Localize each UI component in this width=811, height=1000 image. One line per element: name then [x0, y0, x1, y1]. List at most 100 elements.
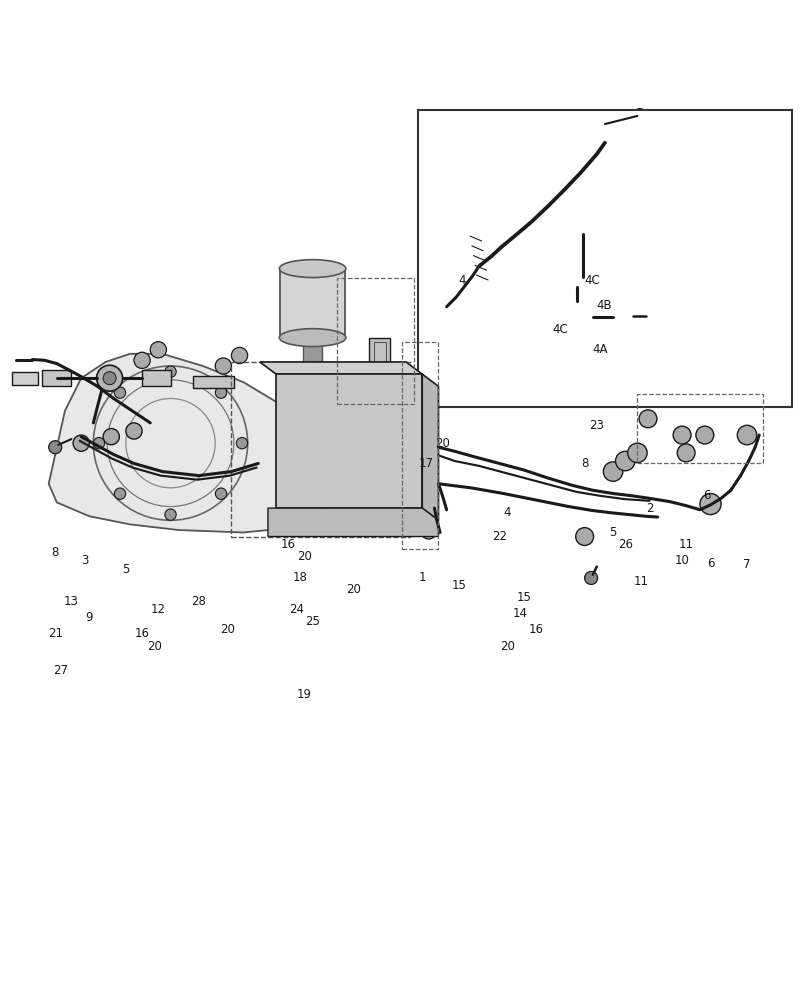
Circle shape: [603, 462, 622, 481]
Ellipse shape: [467, 218, 485, 225]
Text: 14: 14: [512, 607, 526, 620]
Bar: [303, 334, 322, 366]
Text: 16: 16: [528, 623, 543, 636]
Circle shape: [126, 423, 142, 439]
Circle shape: [736, 425, 756, 445]
Bar: [280, 269, 345, 338]
Text: 4C: 4C: [551, 323, 567, 336]
Circle shape: [452, 380, 465, 393]
Ellipse shape: [576, 225, 592, 231]
Text: 20: 20: [147, 640, 161, 653]
Text: 10: 10: [674, 554, 689, 567]
Polygon shape: [260, 362, 422, 374]
Bar: [307, 429, 323, 443]
Bar: [42, 370, 71, 386]
Bar: [193, 376, 234, 388]
Text: 4B: 4B: [596, 299, 611, 312]
Ellipse shape: [279, 260, 345, 278]
Ellipse shape: [279, 329, 345, 347]
Bar: [369, 338, 389, 382]
Text: 16: 16: [135, 627, 149, 640]
Bar: [418, 110, 791, 407]
Circle shape: [496, 384, 509, 397]
Circle shape: [633, 109, 645, 120]
Text: 6: 6: [702, 489, 710, 502]
Text: 20: 20: [220, 623, 234, 636]
Ellipse shape: [467, 204, 485, 212]
Polygon shape: [276, 374, 422, 508]
Text: 1: 1: [418, 571, 426, 584]
Circle shape: [672, 426, 690, 444]
Bar: [12, 372, 38, 385]
Circle shape: [575, 528, 593, 545]
Circle shape: [215, 387, 226, 398]
Bar: [142, 370, 170, 386]
Text: 4: 4: [503, 506, 511, 519]
Circle shape: [236, 437, 247, 449]
Text: 5: 5: [122, 563, 130, 576]
Circle shape: [93, 437, 105, 449]
Circle shape: [695, 426, 713, 444]
Text: 28: 28: [191, 595, 206, 608]
Circle shape: [699, 494, 720, 515]
Circle shape: [627, 443, 646, 463]
Text: 11: 11: [633, 575, 648, 588]
Text: 15: 15: [516, 591, 530, 604]
Circle shape: [466, 179, 483, 196]
Bar: [231, 362, 410, 537]
Text: 11: 11: [678, 538, 693, 551]
Text: 27: 27: [54, 664, 68, 677]
Bar: [337, 278, 414, 404]
Circle shape: [215, 488, 226, 499]
Text: 3: 3: [81, 554, 89, 567]
Text: 7: 7: [742, 558, 750, 571]
Text: 18: 18: [293, 571, 307, 584]
Ellipse shape: [576, 213, 592, 219]
Text: 24: 24: [289, 603, 303, 616]
Circle shape: [447, 375, 470, 398]
Text: 19: 19: [297, 688, 311, 701]
Circle shape: [114, 387, 126, 398]
Ellipse shape: [615, 312, 631, 320]
Text: 12: 12: [151, 603, 165, 616]
Bar: [564, 116, 604, 145]
Ellipse shape: [295, 433, 313, 441]
Text: 21: 21: [48, 627, 62, 640]
Text: 26: 26: [617, 538, 632, 551]
Circle shape: [676, 444, 694, 462]
Text: 8: 8: [580, 457, 588, 470]
Circle shape: [134, 352, 150, 368]
Circle shape: [73, 435, 89, 451]
Circle shape: [420, 523, 436, 539]
Text: 13: 13: [64, 595, 79, 608]
Text: 2: 2: [645, 502, 653, 515]
Circle shape: [103, 429, 119, 445]
Circle shape: [584, 571, 597, 584]
Text: 4A: 4A: [592, 343, 607, 356]
Circle shape: [638, 410, 656, 428]
Circle shape: [97, 365, 122, 391]
Circle shape: [103, 372, 116, 385]
Circle shape: [150, 342, 166, 358]
Text: 9: 9: [85, 611, 93, 624]
Ellipse shape: [287, 443, 305, 451]
Polygon shape: [422, 374, 438, 520]
Text: 22: 22: [491, 530, 506, 543]
Circle shape: [114, 488, 126, 499]
Ellipse shape: [576, 271, 592, 278]
Ellipse shape: [576, 282, 592, 288]
Circle shape: [615, 451, 634, 471]
Circle shape: [165, 366, 176, 377]
Ellipse shape: [465, 307, 487, 315]
Bar: [637, 394, 762, 463]
Text: 20: 20: [297, 550, 311, 563]
Circle shape: [491, 379, 514, 402]
Text: 25: 25: [305, 615, 320, 628]
Ellipse shape: [299, 421, 317, 429]
Text: 16: 16: [281, 538, 295, 551]
Circle shape: [231, 347, 247, 364]
Circle shape: [165, 509, 176, 520]
Text: 20: 20: [500, 640, 514, 653]
Circle shape: [215, 358, 231, 374]
Text: 15: 15: [451, 579, 466, 592]
